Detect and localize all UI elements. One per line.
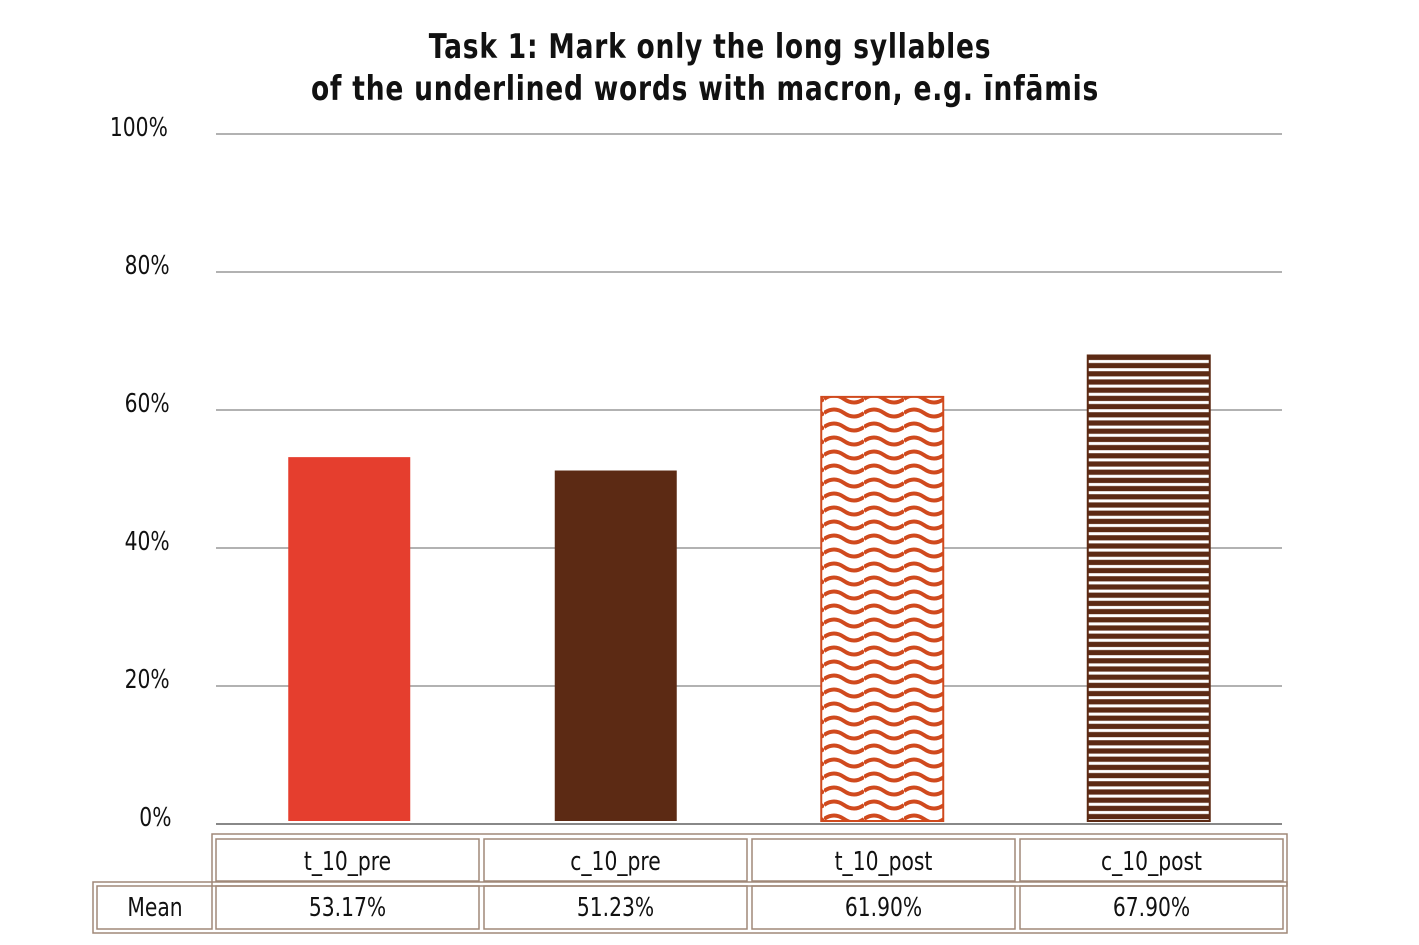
bar-t_10_pre	[288, 457, 411, 821]
bar-c_10_post	[1086, 354, 1211, 822]
data-label: 61.90%	[845, 893, 922, 923]
row-label: Mean	[127, 893, 182, 923]
y-tick-label: 60%	[125, 389, 170, 419]
x-category-label: c_10_pre	[570, 847, 660, 877]
chart-title-line-2: of the underlined words with macron, e.g…	[311, 70, 1099, 109]
category-cell	[483, 838, 748, 882]
x-category-label: t_10_pre	[304, 847, 391, 877]
y-tick-label: 0%	[139, 803, 171, 833]
x-category-label: c_10_post	[1101, 847, 1202, 877]
table-header-frame	[211, 833, 1288, 887]
row-label-cell	[96, 885, 213, 930]
category-cell	[215, 838, 480, 882]
y-tick-label: 80%	[125, 251, 170, 281]
category-cell	[751, 838, 1016, 882]
y-tick-label: 100%	[110, 113, 168, 143]
value-cell	[1019, 885, 1284, 930]
value-cell	[215, 885, 480, 930]
x-category-label: t_10_post	[835, 847, 933, 877]
bar-c_10_pre	[554, 470, 677, 821]
category-cell	[1019, 838, 1284, 882]
value-cell	[483, 885, 748, 930]
data-label: 67.90%	[1113, 893, 1190, 923]
bar-t_10_post	[820, 395, 945, 822]
data-label: 53.17%	[309, 893, 386, 923]
data-label: 51.23%	[577, 893, 654, 923]
chart-title-line-1: Task 1: Mark only the long syllables	[429, 28, 992, 67]
y-tick-label: 40%	[125, 527, 170, 557]
value-cell	[751, 885, 1016, 930]
table-row-frame	[92, 881, 1288, 934]
y-tick-label: 20%	[125, 665, 170, 695]
